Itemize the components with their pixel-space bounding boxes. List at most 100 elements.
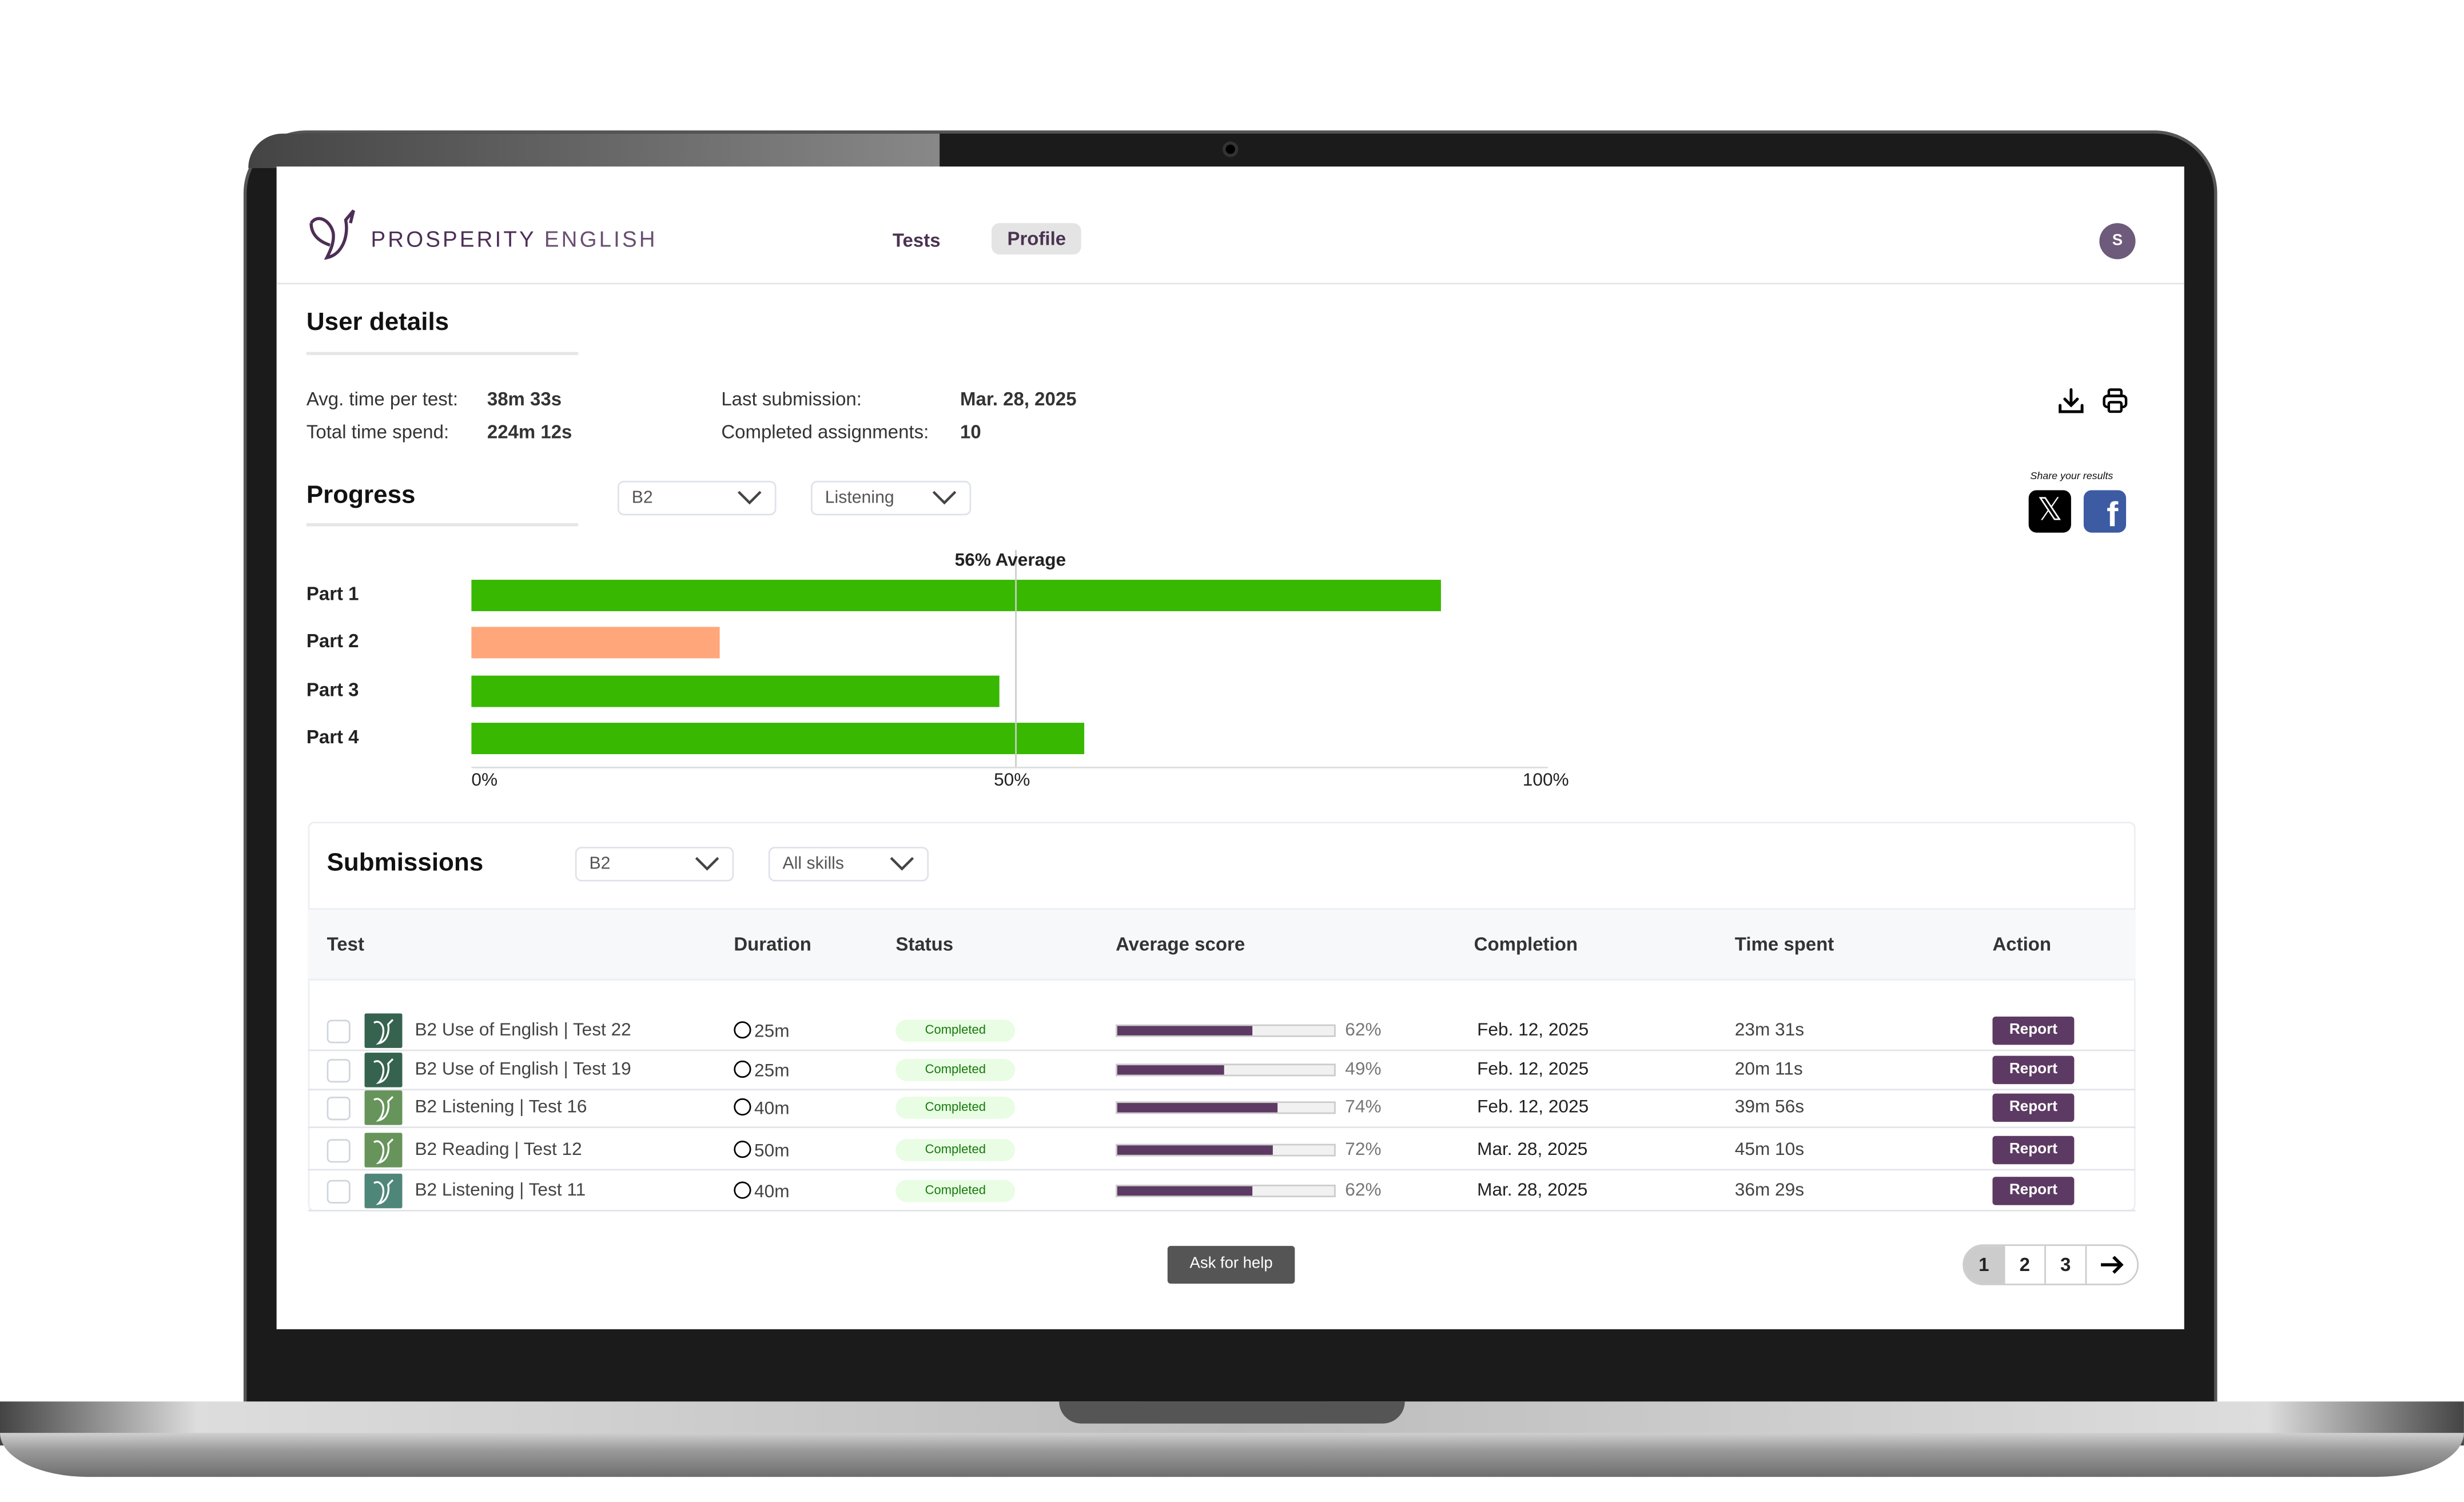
- status-badge: Completed: [895, 1139, 1016, 1161]
- duration-value: 25m: [754, 1062, 790, 1081]
- share-label: Share your results: [2030, 471, 2113, 483]
- next-page-arrow-icon[interactable]: [2087, 1246, 2137, 1284]
- duration: 25m: [734, 1060, 790, 1081]
- x-share-icon[interactable]: 𝕏: [2028, 490, 2071, 533]
- report-button[interactable]: Report: [1992, 1136, 2075, 1165]
- time-spent: 36m 29s: [1734, 1181, 1805, 1201]
- brand-name-light: ENGLISH: [544, 226, 658, 252]
- score-bar: [1116, 1101, 1336, 1114]
- column-header: Duration: [734, 933, 811, 955]
- submissions-skill-dropdown[interactable]: All skills: [768, 847, 929, 882]
- nav-tests[interactable]: Tests: [892, 229, 941, 252]
- chevron-down-icon: [695, 856, 719, 871]
- avg-time-value: 38m 33s: [487, 388, 562, 411]
- progress-level-dropdown[interactable]: B2: [617, 480, 777, 516]
- printer-icon[interactable]: [2101, 387, 2129, 415]
- progress-skill-dropdown[interactable]: Listening: [810, 480, 972, 516]
- status-badge: Completed: [895, 1180, 1016, 1202]
- score-label: 62%: [1345, 1181, 1382, 1201]
- x-tick-label: 0%: [471, 771, 498, 791]
- time-spent: 45m 10s: [1734, 1141, 1805, 1160]
- clock-icon: [734, 1060, 751, 1078]
- app-screen: PROSPERITY ENGLISH Tests Profile S User …: [276, 166, 2184, 1329]
- submissions-level-dropdown[interactable]: B2: [575, 847, 734, 882]
- status-badge: Completed: [895, 1097, 1016, 1119]
- column-header: Status: [895, 933, 954, 955]
- score-bar: [1116, 1184, 1336, 1197]
- row-checkbox[interactable]: [327, 1019, 351, 1043]
- nav-profile[interactable]: Profile: [991, 223, 1082, 255]
- x-axis: [471, 767, 1548, 768]
- status-badge: Completed: [895, 1059, 1016, 1081]
- row-divider: [308, 1089, 2136, 1091]
- dropdown-value: B2: [589, 854, 611, 874]
- row-divider: [308, 1126, 2136, 1129]
- duration-value: 40m: [754, 1099, 790, 1119]
- clock-icon: [734, 1181, 751, 1199]
- report-button[interactable]: Report: [1992, 1055, 2075, 1085]
- test-name[interactable]: B2 Listening | Test 16: [415, 1098, 587, 1117]
- test-name[interactable]: B2 Reading | Test 12: [415, 1141, 582, 1160]
- duration-value: 50m: [754, 1142, 790, 1161]
- report-button[interactable]: Report: [1992, 1016, 2075, 1045]
- test-name[interactable]: B2 Use of English | Test 22: [415, 1021, 631, 1041]
- page-3-button[interactable]: 3: [2046, 1246, 2087, 1284]
- score-bar-fill: [1117, 1026, 1252, 1035]
- camera: [1222, 141, 1239, 157]
- completion-date: Mar. 28, 2025: [1477, 1181, 1588, 1201]
- last-submission-label: Last submission:: [721, 388, 862, 411]
- duration: 40m: [734, 1098, 790, 1119]
- score-label: 49%: [1345, 1060, 1382, 1079]
- duration-value: 40m: [754, 1183, 790, 1202]
- time-spent: 20m 11s: [1734, 1060, 1803, 1079]
- dropdown-value: Listening: [825, 488, 894, 508]
- progress-title: Progress: [306, 482, 416, 509]
- score-bar: [1116, 1024, 1336, 1037]
- column-header: Test: [327, 933, 364, 955]
- score-bar: [1116, 1144, 1336, 1157]
- ask-for-help-button[interactable]: Ask for help: [1167, 1246, 1295, 1284]
- clock-icon: [734, 1141, 751, 1158]
- bezel-glare: [248, 133, 940, 169]
- hummingbird-logo-icon: [309, 209, 355, 260]
- avatar[interactable]: S: [2099, 223, 2136, 260]
- brand-logo[interactable]: PROSPERITY ENGLISH: [308, 208, 655, 272]
- page-1-button[interactable]: 1: [1964, 1246, 2005, 1284]
- test-name[interactable]: B2 Listening | Test 11: [415, 1181, 586, 1201]
- clock-icon: [734, 1098, 751, 1116]
- test-name[interactable]: B2 Use of English | Test 19: [415, 1060, 631, 1079]
- avg-time-label: Avg. time per test:: [306, 388, 459, 411]
- bar-1: [471, 580, 1440, 611]
- user-details-title: User details: [306, 309, 449, 337]
- report-button[interactable]: Report: [1992, 1177, 2075, 1205]
- page-2-button[interactable]: 2: [2005, 1246, 2046, 1284]
- duration: 50m: [734, 1141, 790, 1161]
- title-underline: [306, 523, 579, 527]
- row-checkbox[interactable]: [327, 1139, 351, 1163]
- duration: 40m: [734, 1181, 790, 1202]
- status-badge: Completed: [895, 1019, 1016, 1042]
- facebook-share-icon[interactable]: f: [2083, 490, 2127, 533]
- test-thumbnail-icon: [364, 1053, 403, 1087]
- row-checkbox[interactable]: [327, 1059, 351, 1083]
- score-bar: [1116, 1063, 1336, 1077]
- duration-value: 25m: [754, 1022, 790, 1042]
- bar-4: [471, 723, 1085, 755]
- download-icon[interactable]: [2057, 387, 2085, 415]
- report-button[interactable]: Report: [1992, 1093, 2075, 1122]
- score-bar-fill: [1117, 1186, 1252, 1196]
- average-label: 56% Average: [954, 551, 1066, 571]
- category-label: Part 4: [306, 726, 359, 748]
- title-underline: [306, 352, 579, 356]
- row-divider: [308, 1049, 2136, 1051]
- bar-3: [471, 675, 999, 707]
- row-checkbox[interactable]: [327, 1180, 351, 1204]
- test-thumbnail-icon: [364, 1173, 403, 1209]
- time-spent: 39m 56s: [1734, 1098, 1805, 1117]
- submissions-title: Submissions: [327, 850, 484, 877]
- score-bar-fill: [1117, 1103, 1278, 1113]
- table-header: [308, 908, 2136, 981]
- completion-date: Feb. 12, 2025: [1477, 1098, 1589, 1117]
- row-checkbox[interactable]: [327, 1097, 351, 1121]
- test-thumbnail-icon: [364, 1013, 403, 1048]
